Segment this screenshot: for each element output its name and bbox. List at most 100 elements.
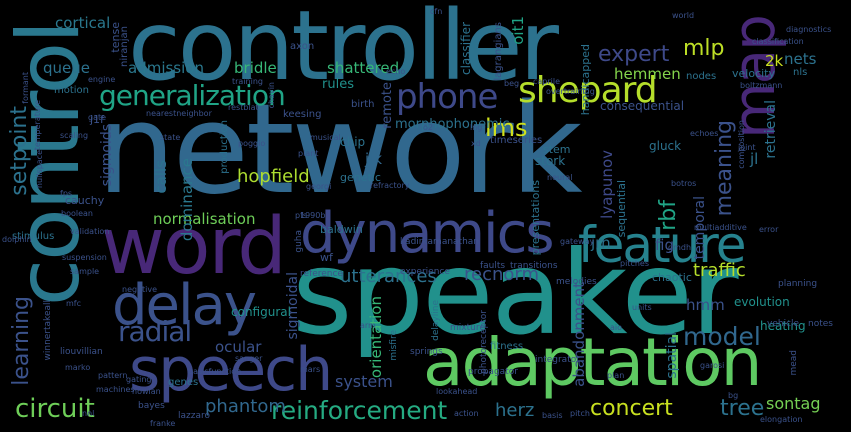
word-configural: configural <box>231 305 291 319</box>
word-plan: plan <box>607 371 625 380</box>
word-sanger: sanger <box>235 354 263 363</box>
word-stem: stem <box>543 143 571 156</box>
word-recnorm: recnorm <box>464 264 540 285</box>
word-pfs: pfs <box>295 211 308 220</box>
word-morphophonemic: morphophonemic <box>395 117 510 132</box>
word-mlp: mlp <box>683 36 725 61</box>
word-botros: botros <box>671 179 697 188</box>
word-pattern: pattern <box>98 371 128 380</box>
word-nowlan: nowlan <box>132 387 161 396</box>
word-nls: nls <box>793 67 808 78</box>
word-negative: negative <box>122 285 157 294</box>
word-traffic: traffic <box>693 260 746 281</box>
word-hopfield: hopfield <box>237 166 310 187</box>
word-misfire: misfire <box>389 330 399 361</box>
word-integrator: integrator <box>535 355 580 365</box>
word-remote: remote <box>380 82 395 129</box>
word-georgi: georgi <box>306 182 332 191</box>
word-rbf: rbf <box>656 200 681 231</box>
word-boltzmann: boltzmann <box>740 81 783 90</box>
word-mfc: mfc <box>66 299 82 308</box>
word-neural: neural <box>547 173 573 182</box>
word-poggio: poggio <box>238 139 266 148</box>
word-timeseries: timeseries <box>490 135 543 146</box>
word-learning: learning <box>9 296 34 386</box>
word-nets: nets <box>784 50 817 68</box>
word-expert: expert <box>598 42 670 67</box>
word-beg: beg <box>504 79 520 88</box>
word-mars: mars <box>300 365 321 374</box>
word-vehicle: vehicle <box>767 319 800 329</box>
word-suspension: suspension <box>62 253 107 262</box>
word-notes: notes <box>808 319 833 329</box>
word-springs: springs <box>410 347 443 357</box>
word-baldwin: baldwin <box>320 223 363 236</box>
word-marko: marko <box>65 363 91 372</box>
word-gateway: gateway <box>560 237 595 246</box>
word-joint: joint <box>738 143 756 152</box>
word-chaotic: chaotic <box>652 271 692 284</box>
word-jrn: jrn <box>591 234 611 252</box>
word-nnl: nnl <box>82 409 95 418</box>
word-stimulus: stimulus <box>12 231 55 242</box>
word-gmdh: gmdh <box>668 243 692 252</box>
word-world: world <box>672 11 695 20</box>
word-echo: echo <box>386 67 406 76</box>
word-o2: o2 <box>423 123 433 132</box>
word-hemmen: hemmen <box>614 65 681 83</box>
word-cortical: cortical <box>55 14 111 32</box>
word-lms: lms <box>485 114 528 142</box>
word-restblat: restblat <box>228 103 259 112</box>
word-reference: reference <box>300 269 343 279</box>
word-speaker: speaker <box>292 226 739 361</box>
word-melodies: melodies <box>556 277 597 287</box>
word-bridle: bridle <box>234 59 277 77</box>
word-phantom: phantom <box>205 396 286 417</box>
word-radial: radial <box>118 315 192 348</box>
word-pitches: pitches <box>620 259 649 268</box>
word-production: production <box>219 120 230 174</box>
word-normalisation: normalisation <box>153 210 256 228</box>
word-model: model <box>683 322 761 351</box>
word-genetic: genetic <box>340 171 381 184</box>
word-system: system <box>335 372 393 391</box>
word-mead: mead <box>789 350 799 376</box>
word-chavin: chavin <box>267 82 276 109</box>
word-handicapped: handicapped <box>579 44 592 116</box>
word-circuit: circuit <box>15 394 95 424</box>
word-caprile: caprile <box>533 77 561 86</box>
word-jl: jl <box>750 150 759 168</box>
word-basis: basis <box>542 411 563 420</box>
word-scaling: scaling <box>60 131 89 140</box>
word-lookahead: lookahead <box>436 387 478 396</box>
word-feature: feature <box>578 216 747 274</box>
word-garosi: garosi <box>700 361 725 370</box>
word-niranjan: niranjan <box>119 26 130 67</box>
word-cfn: cfn <box>430 7 443 16</box>
word-phone: phone <box>396 77 498 117</box>
word-shattered: shattered <box>327 59 400 77</box>
word-utterances: utterances <box>340 266 437 287</box>
word-experience: experience <box>400 267 450 277</box>
word-dominance: dominance <box>178 158 196 242</box>
word-2k: 2k <box>765 52 784 70</box>
word-echoes: echoes <box>690 129 719 138</box>
word-fitness: fitness <box>490 341 524 352</box>
word-keesing: keesing <box>283 109 322 120</box>
word-action: action <box>454 409 479 418</box>
word-sequential: sequential <box>615 180 628 238</box>
word-generalization: generalization <box>99 79 286 112</box>
word-dynamics: dynamics <box>300 201 555 266</box>
word-shepard: shepard <box>518 70 658 111</box>
word-photoreceptor: photoreceptor <box>479 310 489 374</box>
word-liouvillian: liouvillian <box>60 347 103 357</box>
word-classification: classification <box>752 37 804 46</box>
word-fps: fps <box>60 189 73 198</box>
word-kadirkamanathan: kadirkamanathan <box>400 237 480 247</box>
word-queue: queue <box>43 59 90 77</box>
word-lagrangians: lagrangians <box>493 22 504 81</box>
word-herz: herz <box>495 400 535 421</box>
word-birth: birth <box>351 99 375 110</box>
word-gluck: gluck <box>649 139 682 153</box>
